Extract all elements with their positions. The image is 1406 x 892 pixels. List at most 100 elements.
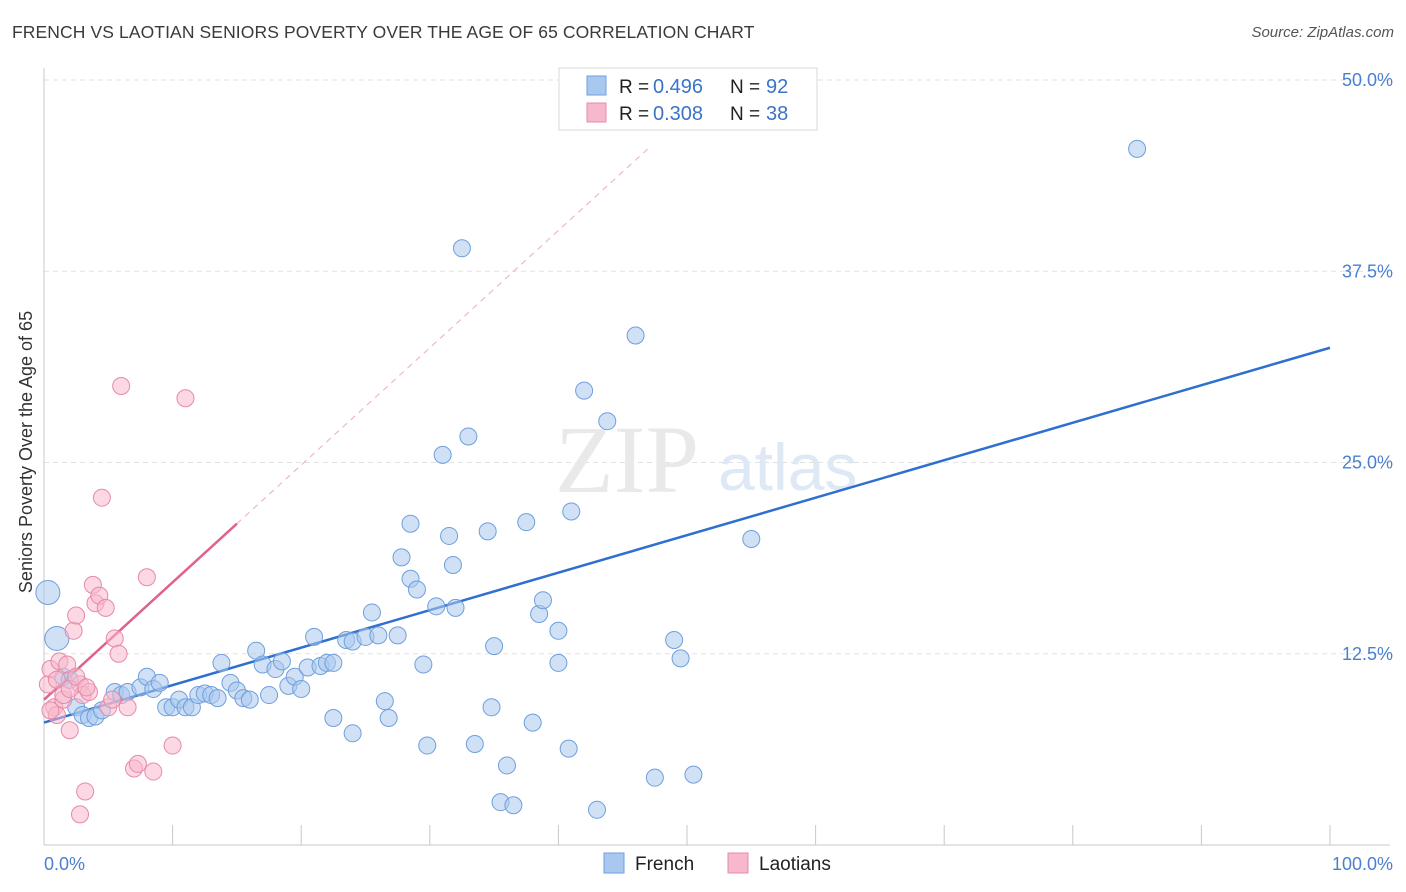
legend-swatch-bottom-french <box>603 852 625 874</box>
point-french <box>1128 139 1147 158</box>
x-tick-labels: 0.0% 100.0% <box>44 854 1393 874</box>
point-french <box>645 768 664 787</box>
point-laotians <box>76 782 95 801</box>
point-french <box>465 735 484 754</box>
point-laotians <box>92 488 111 507</box>
point-french <box>459 427 478 446</box>
point-laotians <box>103 690 122 709</box>
point-french <box>292 679 311 698</box>
point-french <box>208 689 227 708</box>
point-french <box>414 655 433 674</box>
y-axis-label: Seniors Poverty Over the Age of 65 <box>16 311 36 593</box>
point-laotians <box>118 698 137 717</box>
source-label: Source: ZipAtlas.com <box>1251 24 1394 41</box>
point-french <box>440 526 459 545</box>
point-french <box>533 591 552 610</box>
point-french <box>305 627 324 646</box>
point-laotians <box>71 805 90 824</box>
point-french <box>260 686 279 705</box>
series-legend: French Laotians <box>603 852 831 875</box>
point-laotians <box>67 606 86 625</box>
point-french <box>497 756 516 775</box>
point-french <box>212 653 231 672</box>
point-french <box>517 513 536 532</box>
point-french <box>446 598 465 617</box>
legend-r-label-laotians: R = <box>619 104 649 125</box>
point-french <box>549 621 568 640</box>
point-french <box>598 412 617 431</box>
point-french <box>562 502 581 521</box>
point-french <box>671 649 690 668</box>
point-laotians <box>176 389 195 408</box>
point-laotians <box>77 678 96 697</box>
chart-title: FRENCH VS LAOTIAN SENIORS POVERTY OVER T… <box>12 22 755 42</box>
point-french <box>272 652 291 671</box>
x-tick-label-min: 0.0% <box>44 854 85 874</box>
point-french <box>418 736 437 755</box>
legend-swatch-french <box>586 75 607 96</box>
watermark-zip: ZIP <box>555 406 699 513</box>
point-french <box>324 653 343 672</box>
point-french <box>443 556 462 575</box>
y-tick-label: 50.0% <box>1342 70 1393 90</box>
y-tick-label: 12.5% <box>1342 644 1393 664</box>
point-french <box>35 580 61 606</box>
legend-n-label-laotians: N = <box>730 104 760 125</box>
point-french <box>427 597 446 616</box>
legend-label-laotians: Laotians <box>759 854 831 875</box>
point-french <box>379 709 398 728</box>
legend-r-value-french: 0.496 <box>653 76 703 98</box>
point-laotians <box>112 377 131 395</box>
point-laotians <box>105 629 124 648</box>
point-french <box>362 603 381 622</box>
point-french <box>587 800 606 819</box>
legend-n-value-laotians: 38 <box>766 103 788 125</box>
point-french <box>559 739 578 758</box>
point-laotians <box>41 701 60 720</box>
trend-line-french <box>43 346 1331 724</box>
point-french <box>523 713 542 732</box>
point-french <box>478 522 497 541</box>
point-french <box>665 630 684 649</box>
point-laotians <box>47 670 66 689</box>
point-french <box>482 698 501 717</box>
point-french <box>485 637 504 656</box>
point-french <box>433 445 452 464</box>
point-french <box>549 653 568 672</box>
legend-n-label-french: N = <box>730 77 760 98</box>
point-french <box>343 724 362 743</box>
point-laotians <box>163 736 182 755</box>
legend-swatch-bottom-laotians <box>727 852 749 874</box>
point-laotians <box>109 644 128 663</box>
legend-n-value-french: 92 <box>766 76 788 98</box>
y-tick-label: 37.5% <box>1342 261 1393 281</box>
point-french <box>407 580 426 599</box>
watermark: ZIP atlas <box>555 406 857 513</box>
point-french <box>150 673 169 692</box>
legend-swatch-laotians <box>586 102 607 123</box>
y-tick-labels: 12.5% 25.0% 37.5% 50.0% <box>1342 70 1393 664</box>
x-tick-label-max: 100.0% <box>1332 854 1393 874</box>
point-laotians <box>96 598 115 617</box>
point-french <box>504 796 523 815</box>
data-points <box>35 109 1147 824</box>
trend-line-laotians-extension <box>236 147 649 525</box>
point-french <box>575 381 594 400</box>
y-tick-label: 25.0% <box>1342 453 1393 473</box>
point-laotians <box>58 655 77 674</box>
point-french <box>369 626 388 645</box>
legend-r-label-french: R = <box>619 77 649 98</box>
axes <box>43 68 1390 846</box>
stats-legend: R = 0.496 N = 92 R = 0.308 N = 38 <box>558 67 818 131</box>
point-french <box>324 709 343 728</box>
watermark-atlas: atlas <box>718 430 857 504</box>
point-french <box>375 692 394 711</box>
point-laotians <box>64 621 83 640</box>
point-french <box>452 239 471 258</box>
legend-r-value-laotians: 0.308 <box>653 103 703 125</box>
point-french <box>401 514 420 533</box>
point-laotians <box>137 568 156 587</box>
point-laotians <box>144 762 163 781</box>
point-french <box>626 326 645 345</box>
